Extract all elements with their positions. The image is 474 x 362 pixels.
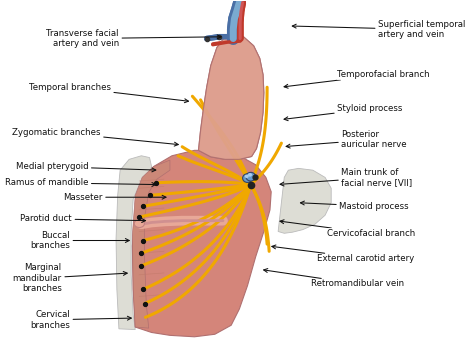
Text: Medial pterygoid: Medial pterygoid bbox=[16, 162, 156, 172]
Polygon shape bbox=[199, 34, 264, 159]
Circle shape bbox=[243, 174, 253, 182]
Text: External carotid artery: External carotid artery bbox=[272, 245, 414, 263]
Polygon shape bbox=[132, 150, 271, 337]
Polygon shape bbox=[132, 160, 170, 328]
Circle shape bbox=[246, 172, 255, 181]
Text: Marginal
mandibular
branches: Marginal mandibular branches bbox=[13, 264, 127, 293]
Text: Cervicofacial branch: Cervicofacial branch bbox=[280, 220, 415, 238]
Text: Temporal branches: Temporal branches bbox=[29, 83, 189, 103]
Text: Styloid process: Styloid process bbox=[284, 104, 403, 121]
Text: Retromandibular vein: Retromandibular vein bbox=[264, 269, 404, 288]
Text: Superficial temporal
artery and vein: Superficial temporal artery and vein bbox=[292, 20, 465, 39]
Text: Buccal
branches: Buccal branches bbox=[30, 231, 129, 250]
Text: Transverse facial
artery and vein: Transverse facial artery and vein bbox=[46, 29, 221, 48]
Text: Temporofacial branch: Temporofacial branch bbox=[284, 70, 430, 88]
Circle shape bbox=[245, 174, 249, 178]
Text: Parotid duct: Parotid duct bbox=[20, 214, 146, 223]
Text: Mastoid process: Mastoid process bbox=[301, 201, 409, 211]
Circle shape bbox=[248, 173, 252, 177]
Polygon shape bbox=[278, 168, 331, 233]
Text: Main trunk of
facial nerve [VII]: Main trunk of facial nerve [VII] bbox=[280, 168, 412, 187]
Polygon shape bbox=[116, 156, 152, 329]
Text: Cervical
branches: Cervical branches bbox=[30, 310, 131, 329]
Text: Posterior
auricular nerve: Posterior auricular nerve bbox=[286, 130, 407, 149]
Ellipse shape bbox=[134, 220, 145, 228]
Polygon shape bbox=[199, 34, 264, 159]
Text: Masseter: Masseter bbox=[63, 193, 166, 202]
Text: Ramus of mandible: Ramus of mandible bbox=[5, 178, 156, 187]
Text: Zygomatic branches: Zygomatic branches bbox=[12, 128, 178, 146]
